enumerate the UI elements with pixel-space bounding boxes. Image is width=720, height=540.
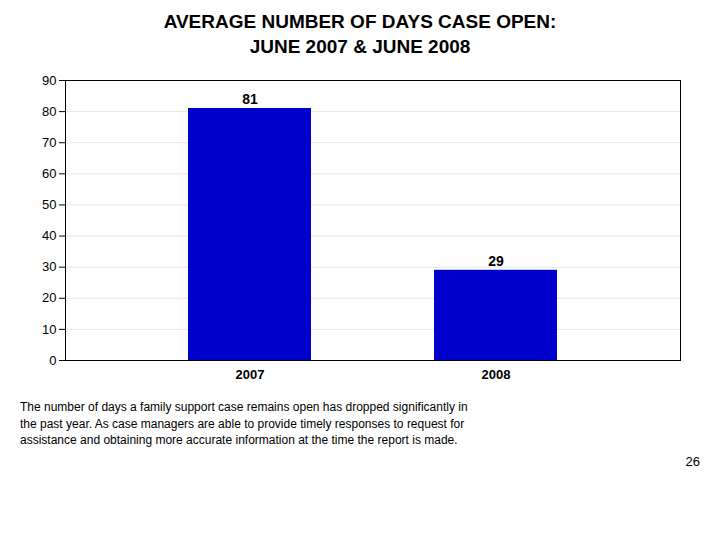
svg-text:50: 50 xyxy=(42,197,56,212)
svg-text:2008: 2008 xyxy=(482,367,511,382)
svg-text:20: 20 xyxy=(42,291,56,306)
svg-text:70: 70 xyxy=(42,135,56,150)
html-text:JUNE 2007 & JUNE 2008: JUNE 2007 & JUNE 2008 xyxy=(249,35,471,57)
svg-text:40: 40 xyxy=(42,229,56,244)
html-text:AVERAGE NUMBER OF DAYS CASE OP: AVERAGE NUMBER OF DAYS CASE OPEN: xyxy=(163,11,557,32)
svg-text:80: 80 xyxy=(42,104,56,119)
svg-text:90: 90 xyxy=(42,73,56,88)
svg-text:60: 60 xyxy=(42,166,56,181)
svg-text:10: 10 xyxy=(42,322,56,337)
svg-text:0: 0 xyxy=(49,353,56,368)
svg-text:29: 29 xyxy=(488,253,504,269)
svg-text:30: 30 xyxy=(42,260,56,275)
svg-text:2007: 2007 xyxy=(236,367,265,382)
html-text:The number of days a family su: The number of days a family support case… xyxy=(20,400,468,447)
svg-text:81: 81 xyxy=(242,91,258,107)
html-text:26: 26 xyxy=(685,453,700,469)
